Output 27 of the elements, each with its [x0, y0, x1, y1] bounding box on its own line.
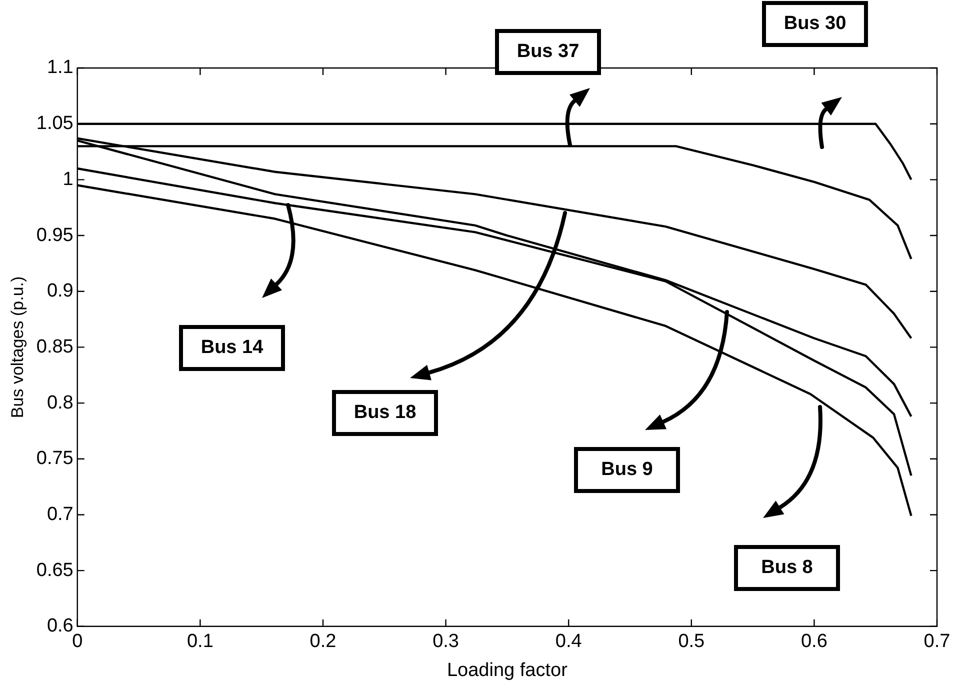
y-tick-label: 0.75 — [36, 448, 74, 470]
annotation: Bus 18 — [332, 390, 438, 436]
y-tick-label: 0.95 — [36, 224, 74, 246]
annotation: Bus 14 — [179, 325, 285, 371]
y-tick-label: 0.9 — [46, 280, 74, 302]
x-tick-label: 0.3 — [432, 631, 459, 652]
x-tick-label: 0.7 — [924, 631, 950, 652]
annotation: Bus 8 — [734, 545, 840, 591]
y-tick-label: 0.8 — [46, 392, 74, 414]
x-axis-title: Loading factor — [446, 660, 568, 681]
text: Bus 30 — [762, 1, 868, 47]
y-tick-label: 1.1 — [46, 57, 74, 78]
x-tick-label: 0.4 — [555, 631, 582, 652]
x-tick-label: 0.6 — [800, 631, 828, 652]
text: Bus 37 — [495, 29, 601, 75]
x-tick-label: 0 — [72, 631, 83, 652]
x-tick-label: 0.5 — [678, 631, 705, 652]
x-tick-label: 0.2 — [310, 631, 336, 652]
y-tick-label: 1 — [62, 168, 74, 190]
y-tick-label: 0.7 — [46, 504, 74, 525]
y-tick-label: 0.65 — [36, 560, 74, 581]
y-tick-label: 1.05 — [36, 113, 74, 134]
y-tick-label: 0.6 — [46, 616, 74, 637]
annotation: Bus 9 — [574, 447, 680, 493]
y-axis-title: Bus voltages (p.u.) — [8, 276, 27, 418]
x-tick-label: 0.1 — [186, 631, 214, 652]
y-tick-label: 0.85 — [36, 336, 74, 358]
